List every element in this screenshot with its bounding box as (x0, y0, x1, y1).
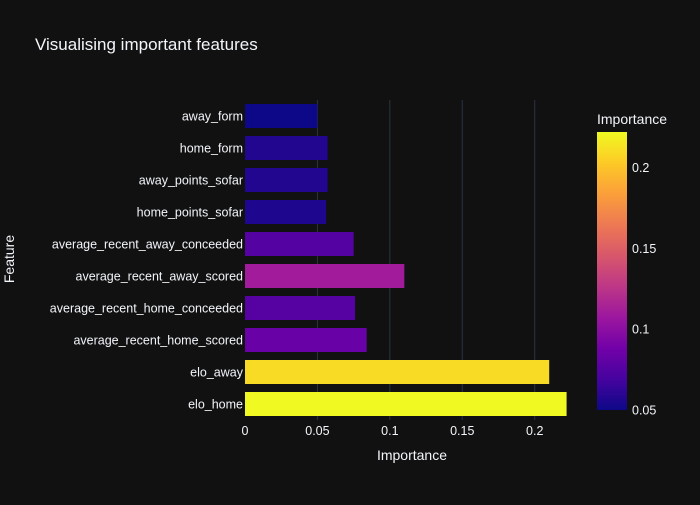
colorbar-gradient (597, 132, 627, 410)
colorbar-title: Importance (597, 111, 667, 127)
bar (245, 136, 328, 160)
bar (245, 104, 318, 128)
colorbar-tick-label: 0.05 (632, 404, 656, 418)
x-tick-label: 0.05 (305, 424, 329, 438)
y-axis-title: Feature (1, 235, 17, 283)
bar (245, 392, 567, 416)
colorbar-tick-label: 0.15 (632, 242, 656, 256)
chart-title: Visualising important features (35, 35, 258, 54)
colorbar-tick-label: 0.2 (632, 161, 649, 175)
y-tick-label: average_recent_away_scored (76, 270, 244, 284)
y-tick-label: away_points_sofar (139, 174, 243, 188)
y-tick-label: elo_home (188, 398, 243, 412)
bar (245, 200, 327, 224)
x-tick-labels: 0 0.05 0.1 0.15 0.2 (242, 424, 544, 438)
bar (245, 264, 405, 288)
y-tick-label: average_recent_home_scored (73, 334, 243, 348)
bar (245, 168, 328, 192)
y-tick-label: home_points_sofar (137, 206, 243, 220)
y-tick-label: away_form (182, 110, 243, 124)
bar (245, 328, 367, 352)
x-tick-label: 0.2 (526, 424, 543, 438)
y-tick-label: home_form (180, 142, 243, 156)
bar (245, 360, 550, 384)
x-tick-label: 0.15 (450, 424, 474, 438)
y-tick-label: average_recent_away_conceeded (52, 238, 243, 252)
y-tick-label: elo_away (190, 366, 244, 380)
colorbar: Importance 0.05 0.1 0.15 0.2 (597, 111, 667, 418)
bar (245, 296, 356, 320)
x-tick-label: 0 (242, 424, 249, 438)
x-axis-title: Importance (377, 447, 447, 463)
bar (245, 232, 354, 256)
y-tick-label: average_recent_home_conceeded (50, 302, 243, 316)
colorbar-tick-label: 0.1 (632, 323, 649, 337)
bars (245, 104, 567, 416)
x-tick-label: 0.1 (381, 424, 398, 438)
y-tick-labels: elo_home elo_away average_recent_home_scor… (50, 110, 244, 412)
